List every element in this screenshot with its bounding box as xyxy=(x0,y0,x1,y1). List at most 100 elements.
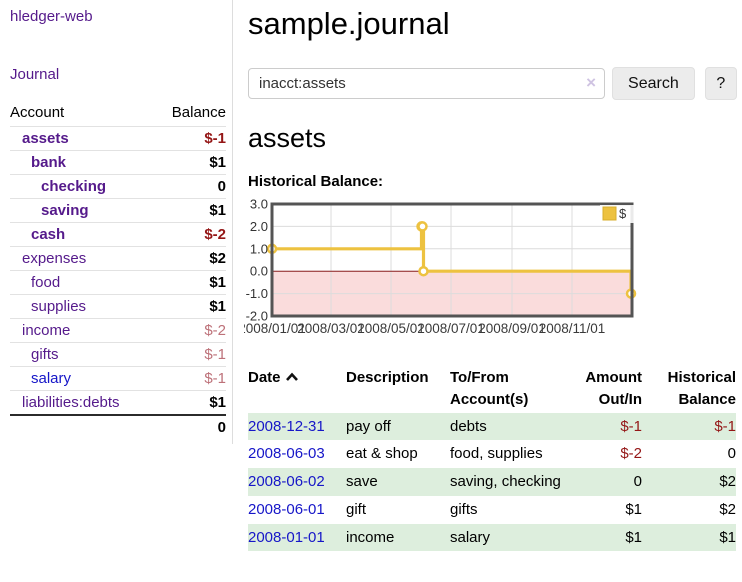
app-brand-link[interactable]: hledger-web xyxy=(10,8,93,25)
account-link-gifts[interactable]: gifts xyxy=(31,346,59,363)
register-header-date[interactable]: Date xyxy=(248,365,346,413)
register-row: 2008-06-03 eat & shop food, supplies $-2… xyxy=(248,440,736,468)
account-balance: $-2 xyxy=(154,318,226,343)
account-link-salary[interactable]: salary xyxy=(31,370,72,387)
account-link-cash[interactable]: cash xyxy=(31,226,66,243)
account-row: saving $1 xyxy=(10,198,226,223)
account-link-saving[interactable]: saving xyxy=(41,202,89,219)
svg-text:-2.0: -2.0 xyxy=(246,309,268,324)
account-balance: $-2 xyxy=(154,222,226,247)
account-link-supplies[interactable]: supplies xyxy=(31,298,87,315)
sort-ascending-icon xyxy=(285,367,299,389)
page-title: sample.journal xyxy=(248,6,450,41)
account-link-checking[interactable]: checking xyxy=(41,178,107,195)
sidebar-item-journal[interactable]: Journal xyxy=(10,66,60,83)
svg-text:2008/01/01: 2008/01/01 xyxy=(244,321,306,336)
account-balance: $-1 xyxy=(154,366,226,391)
account-balance: $1 xyxy=(154,198,226,223)
clear-search-icon[interactable]: × xyxy=(586,73,597,92)
search-form: × Search ? xyxy=(248,67,737,100)
transaction-amount: $1 xyxy=(625,528,642,546)
transaction-date-link[interactable]: 2008-01-01 xyxy=(248,528,325,546)
account-row: checking 0 xyxy=(10,174,226,199)
chart-label: Historical Balance: xyxy=(248,173,384,190)
account-balance: $1 xyxy=(154,294,226,319)
svg-text:$: $ xyxy=(619,206,627,221)
svg-text:2008/07/01: 2008/07/01 xyxy=(417,321,485,336)
accounts-header-account: Account xyxy=(10,104,65,121)
sidebar: hledger-web Journal Account Balance asse… xyxy=(0,0,233,444)
register-table: Date Description To/From Account(s) Amoun… xyxy=(248,365,736,552)
search-input[interactable] xyxy=(248,68,606,99)
transaction-description: pay off xyxy=(346,417,391,435)
transaction-balance: 0 xyxy=(727,445,736,463)
transaction-balance: $-1 xyxy=(714,417,736,435)
chart-canvas: $3.0 2.0 1.0 0.0 -1.0 -2.02008/01/012008/03/0… xyxy=(238,197,637,336)
register-row: 2008-01-01 income salary $1 $1 xyxy=(248,523,736,552)
account-link-expenses[interactable]: expenses xyxy=(22,250,87,267)
register-header-balance: Historical Balance xyxy=(667,369,736,408)
account-row: income $-2 xyxy=(10,318,226,343)
account-link-liabilities-debts[interactable]: liabilities:debts xyxy=(22,394,120,411)
register-row: 2008-06-01 gift gifts $1 $2 xyxy=(248,496,736,524)
account-balance: $-1 xyxy=(154,126,226,151)
svg-text:2008/09/01: 2008/09/01 xyxy=(478,321,546,336)
register-header-description: Description xyxy=(346,369,429,386)
account-row: supplies $1 xyxy=(10,294,226,319)
transaction-description: income xyxy=(346,528,395,546)
account-row: salary $-1 xyxy=(10,366,226,391)
transaction-date-link[interactable]: 2008-06-02 xyxy=(248,473,325,490)
transaction-date-link[interactable]: 2008-06-03 xyxy=(248,445,325,463)
account-row: bank $1 xyxy=(10,150,226,175)
transaction-accounts: gifts xyxy=(450,500,478,518)
transaction-amount: 0 xyxy=(633,473,642,490)
account-link-income[interactable]: income xyxy=(22,322,71,339)
transaction-amount: $-1 xyxy=(620,417,642,435)
account-link-assets[interactable]: assets xyxy=(22,130,69,147)
transaction-accounts: food, supplies xyxy=(450,445,543,463)
transaction-accounts: saving, checking xyxy=(450,473,561,490)
account-balance: $1 xyxy=(154,390,226,415)
accounts-total-row: 0 xyxy=(10,414,226,439)
main-content: sample.journal × Search ? assets Histori… xyxy=(238,0,737,552)
svg-text:2.0: 2.0 xyxy=(250,219,268,234)
account-balance: 0 xyxy=(154,174,226,199)
transaction-amount: $1 xyxy=(625,500,642,518)
account-row: expenses $2 xyxy=(10,246,226,271)
account-link-bank[interactable]: bank xyxy=(31,154,67,171)
account-row: cash $-2 xyxy=(10,222,226,247)
svg-text:2008/05/01: 2008/05/01 xyxy=(357,321,425,336)
transaction-amount: $-2 xyxy=(620,445,642,463)
svg-text:2008/11/01: 2008/11/01 xyxy=(539,321,606,336)
account-balance: $2 xyxy=(154,246,226,271)
account-page-title: assets xyxy=(248,123,327,153)
transaction-date-link[interactable]: 2008-06-01 xyxy=(248,500,325,518)
account-balance: $1 xyxy=(154,270,226,295)
help-button[interactable]: ? xyxy=(704,67,737,100)
historical-balance-chart: $3.0 2.0 1.0 0.0 -1.0 -2.0 2008/01/01 2008/03/0… xyxy=(238,196,737,344)
register-row: 2008-12-31 pay off debts $-1 $-1 xyxy=(248,412,736,441)
account-row: assets $-1 xyxy=(10,126,226,151)
account-balance: $-1 xyxy=(154,342,226,367)
svg-text:-1.0: -1.0 xyxy=(246,286,268,301)
transaction-date-link[interactable]: 2008-12-31 xyxy=(248,417,325,435)
register-row: 2008-06-02 save saving, checking 0 $2 xyxy=(248,468,736,496)
svg-text:0.0: 0.0 xyxy=(250,264,268,279)
transaction-balance: $1 xyxy=(719,528,736,546)
transaction-description: eat & shop xyxy=(346,445,418,463)
transaction-balance: $2 xyxy=(719,473,736,490)
account-row: food $1 xyxy=(10,270,226,295)
transaction-accounts: salary xyxy=(450,528,491,546)
svg-text:1.0: 1.0 xyxy=(250,241,268,256)
search-button[interactable]: Search xyxy=(612,67,695,100)
accounts-table: Account Balance assets $-1 bank $1 check… xyxy=(10,100,226,439)
transaction-balance: $2 xyxy=(719,500,736,518)
svg-text:2008/03/01: 2008/03/01 xyxy=(297,321,365,336)
account-row: liabilities:debts $1 xyxy=(10,390,226,415)
transaction-description: save xyxy=(346,473,378,490)
svg-text:3.0: 3.0 xyxy=(250,197,268,212)
account-balance: $1 xyxy=(154,150,226,175)
account-row: gifts $-1 xyxy=(10,342,226,367)
account-link-food[interactable]: food xyxy=(31,274,61,291)
transaction-description: gift xyxy=(346,500,367,518)
